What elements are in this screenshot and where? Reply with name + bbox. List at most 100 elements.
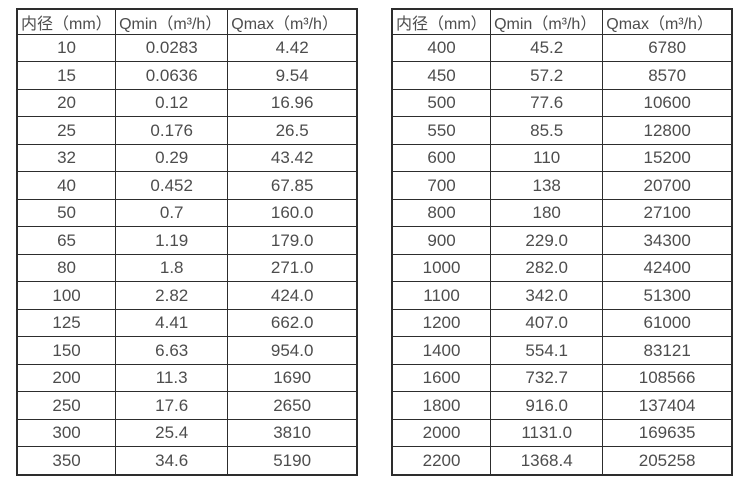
column-header-qmin: Qmin（m³/h） [490,8,604,35]
table-cell: 700 [391,171,492,200]
table-cell: 1.19 [115,226,229,255]
table-cell: 45.2 [490,33,604,63]
table-body-large-diameters: 400 45.2 6780 450 57.2 8570 500 77.6 10600 550 85.… [391,33,733,476]
table-cell: 732.7 [490,363,604,393]
table-cell: 80 [16,253,117,283]
table-cell: 800 [391,198,492,228]
table-row: 50 0.7 160.0 [16,198,358,228]
table-cell: 11.3 [115,363,229,393]
table-row: 700 138 20700 [391,171,733,200]
table-cell: 26.5 [227,116,358,145]
table-cell: 34300 [602,226,733,255]
table-header-row: 内径（mm） Qmin（m³/h） Qmax（m³/h） [16,8,358,35]
table-row: 1000 282.0 42400 [391,253,733,283]
table-cell: 100 [16,281,117,310]
flow-table-large-diameters: 内径（mm） Qmin（m³/h） Qmax（m³/h） 400 45.2 6780… [391,8,733,476]
table-cell: 662.0 [227,308,358,338]
table-cell: 16.96 [227,88,358,118]
table-cell: 1.8 [115,253,229,283]
table-row: 150 6.63 954.0 [16,336,358,365]
table-row: 2200 1368.4 205258 [391,446,733,476]
table-row: 1400 554.1 83121 [391,336,733,365]
table-cell: 407.0 [490,308,604,338]
table-cell: 67.85 [227,171,358,200]
table-row: 32 0.29 43.42 [16,143,358,173]
table-cell: 229.0 [490,226,604,255]
table-cell: 900 [391,226,492,255]
table-cell: 42400 [602,253,733,283]
table-row: 400 45.2 6780 [391,33,733,63]
table-cell: 0.12 [115,88,229,118]
table-cell: 2000 [391,418,492,448]
table-cell: 40 [16,171,117,200]
table-cell: 1690 [227,363,358,393]
table-cell: 27100 [602,198,733,228]
table-cell: 400 [391,33,492,63]
table-cell: 1368.4 [490,446,604,476]
column-header-diameter: 内径（mm） [391,8,492,35]
table-cell: 1131.0 [490,418,604,448]
table-cell: 500 [391,88,492,118]
table-cell: 200 [16,363,117,393]
table-cell: 138 [490,171,604,200]
table-cell: 125 [16,308,117,338]
table-cell: 1400 [391,336,492,365]
table-row: 2000 1131.0 169635 [391,418,733,448]
table-row: 600 110 15200 [391,143,733,173]
column-header-qmax: Qmax（m³/h） [227,8,358,35]
table-cell: 160.0 [227,198,358,228]
table-cell: 0.0283 [115,33,229,63]
table-cell: 600 [391,143,492,173]
table-row: 20 0.12 16.96 [16,88,358,118]
table-cell: 77.6 [490,88,604,118]
table-cell: 450 [391,61,492,90]
table-cell: 916.0 [490,391,604,420]
table-cell: 300 [16,418,117,448]
table-cell: 2650 [227,391,358,420]
table-row: 1200 407.0 61000 [391,308,733,338]
table-cell: 554.1 [490,336,604,365]
table-row: 10 0.0283 4.42 [16,33,358,63]
table-cell: 1800 [391,391,492,420]
table-cell: 61000 [602,308,733,338]
table-cell: 180 [490,198,604,228]
table-cell: 0.0636 [115,61,229,90]
table-cell: 32 [16,143,117,173]
table-row: 1100 342.0 51300 [391,281,733,310]
table-cell: 5190 [227,446,358,476]
table-cell: 12800 [602,116,733,145]
table-cell: 65 [16,226,117,255]
table-row: 900 229.0 34300 [391,226,733,255]
table-cell: 1600 [391,363,492,393]
table-cell: 34.6 [115,446,229,476]
table-row: 250 17.6 2650 [16,391,358,420]
table-cell: 424.0 [227,281,358,310]
table-cell: 169635 [602,418,733,448]
table-cell: 0.452 [115,171,229,200]
table-cell: 15 [16,61,117,90]
table-cell: 9.54 [227,61,358,90]
table-cell: 0.7 [115,198,229,228]
table-cell: 6780 [602,33,733,63]
table-cell: 6.63 [115,336,229,365]
table-cell: 1200 [391,308,492,338]
table-cell: 10 [16,33,117,63]
table-cell: 25.4 [115,418,229,448]
table-row: 65 1.19 179.0 [16,226,358,255]
table-row: 15 0.0636 9.54 [16,61,358,90]
table-cell: 350 [16,446,117,476]
table-cell: 2.82 [115,281,229,310]
table-row: 200 11.3 1690 [16,363,358,393]
table-cell: 50 [16,198,117,228]
table-cell: 4.41 [115,308,229,338]
table-cell: 250 [16,391,117,420]
table-cell: 271.0 [227,253,358,283]
table-row: 40 0.452 67.85 [16,171,358,200]
table-cell: 179.0 [227,226,358,255]
table-cell: 17.6 [115,391,229,420]
table-row: 550 85.5 12800 [391,116,733,145]
table-row: 125 4.41 662.0 [16,308,358,338]
table-row: 100 2.82 424.0 [16,281,358,310]
table-cell: 57.2 [490,61,604,90]
